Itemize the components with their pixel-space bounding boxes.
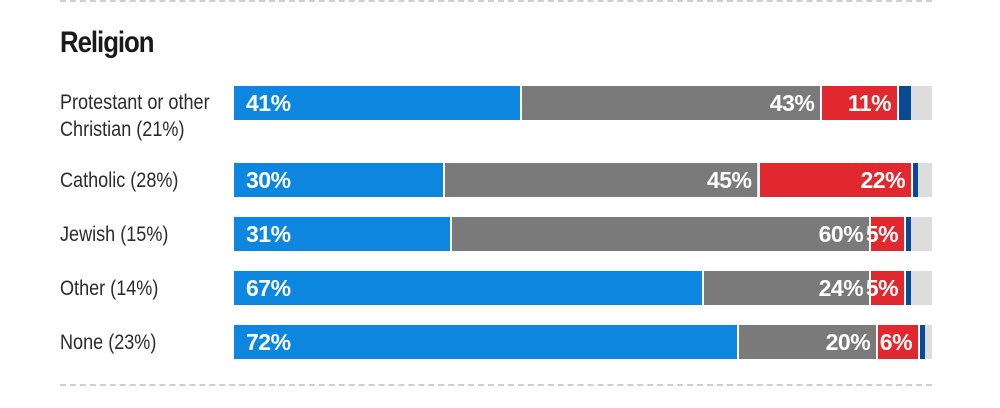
category-label: Catholic (28%) [60,168,179,192]
bar-segment [520,86,821,120]
data-label: 72% [246,329,291,355]
bar-segment [904,217,912,251]
bar-segment [757,163,912,197]
bar-segment [876,325,919,359]
top-divider [60,0,932,2]
bar-segment [443,163,758,197]
bottom-divider [60,384,932,386]
data-label: 22% [860,167,906,193]
category-label: Jewish (15%) [60,222,169,246]
data-label: 41% [246,90,291,116]
data-label: 30% [246,167,291,193]
bar-track: 72% 20% 6% [234,325,932,359]
data-label: 67% [246,275,291,301]
bar-track: 67% 24% 5% [234,271,932,305]
data-label: 24% [818,275,864,301]
data-label: 5% [865,275,899,301]
bar-segment [897,86,912,120]
bar-segment [820,86,898,120]
bar-segment [869,271,905,305]
bar-segment [234,271,702,305]
category-label: Protestant or other Christian (21%) [60,91,210,141]
bar-segment [234,325,737,359]
data-label: 45% [706,167,752,193]
bar-segment [918,325,925,359]
bar-track: 41% 43% 11% [234,86,932,120]
bar-segment [234,163,444,197]
chart-title: Religion [60,26,155,59]
bar-track: 31% 60% 5% [234,217,932,251]
data-label: 60% [818,221,864,247]
category-label: Other (14%) [60,276,159,300]
bar-segment [234,86,521,120]
category-label: None (23%) [60,330,157,354]
data-label: 6% [879,329,913,355]
bar-segment [736,325,877,359]
data-label: 20% [825,329,871,355]
bar-segment [450,217,870,251]
bar-segment [904,271,912,305]
data-label: 11% [847,90,892,116]
bar-track: 30% 45% 22% [234,163,932,197]
bar-segment [911,163,919,197]
data-label: 5% [865,221,899,247]
bar-segment [234,217,451,251]
data-label: 43% [769,90,815,116]
bar-segment [869,217,905,251]
data-label: 31% [246,221,291,247]
bar-segment [701,271,870,305]
